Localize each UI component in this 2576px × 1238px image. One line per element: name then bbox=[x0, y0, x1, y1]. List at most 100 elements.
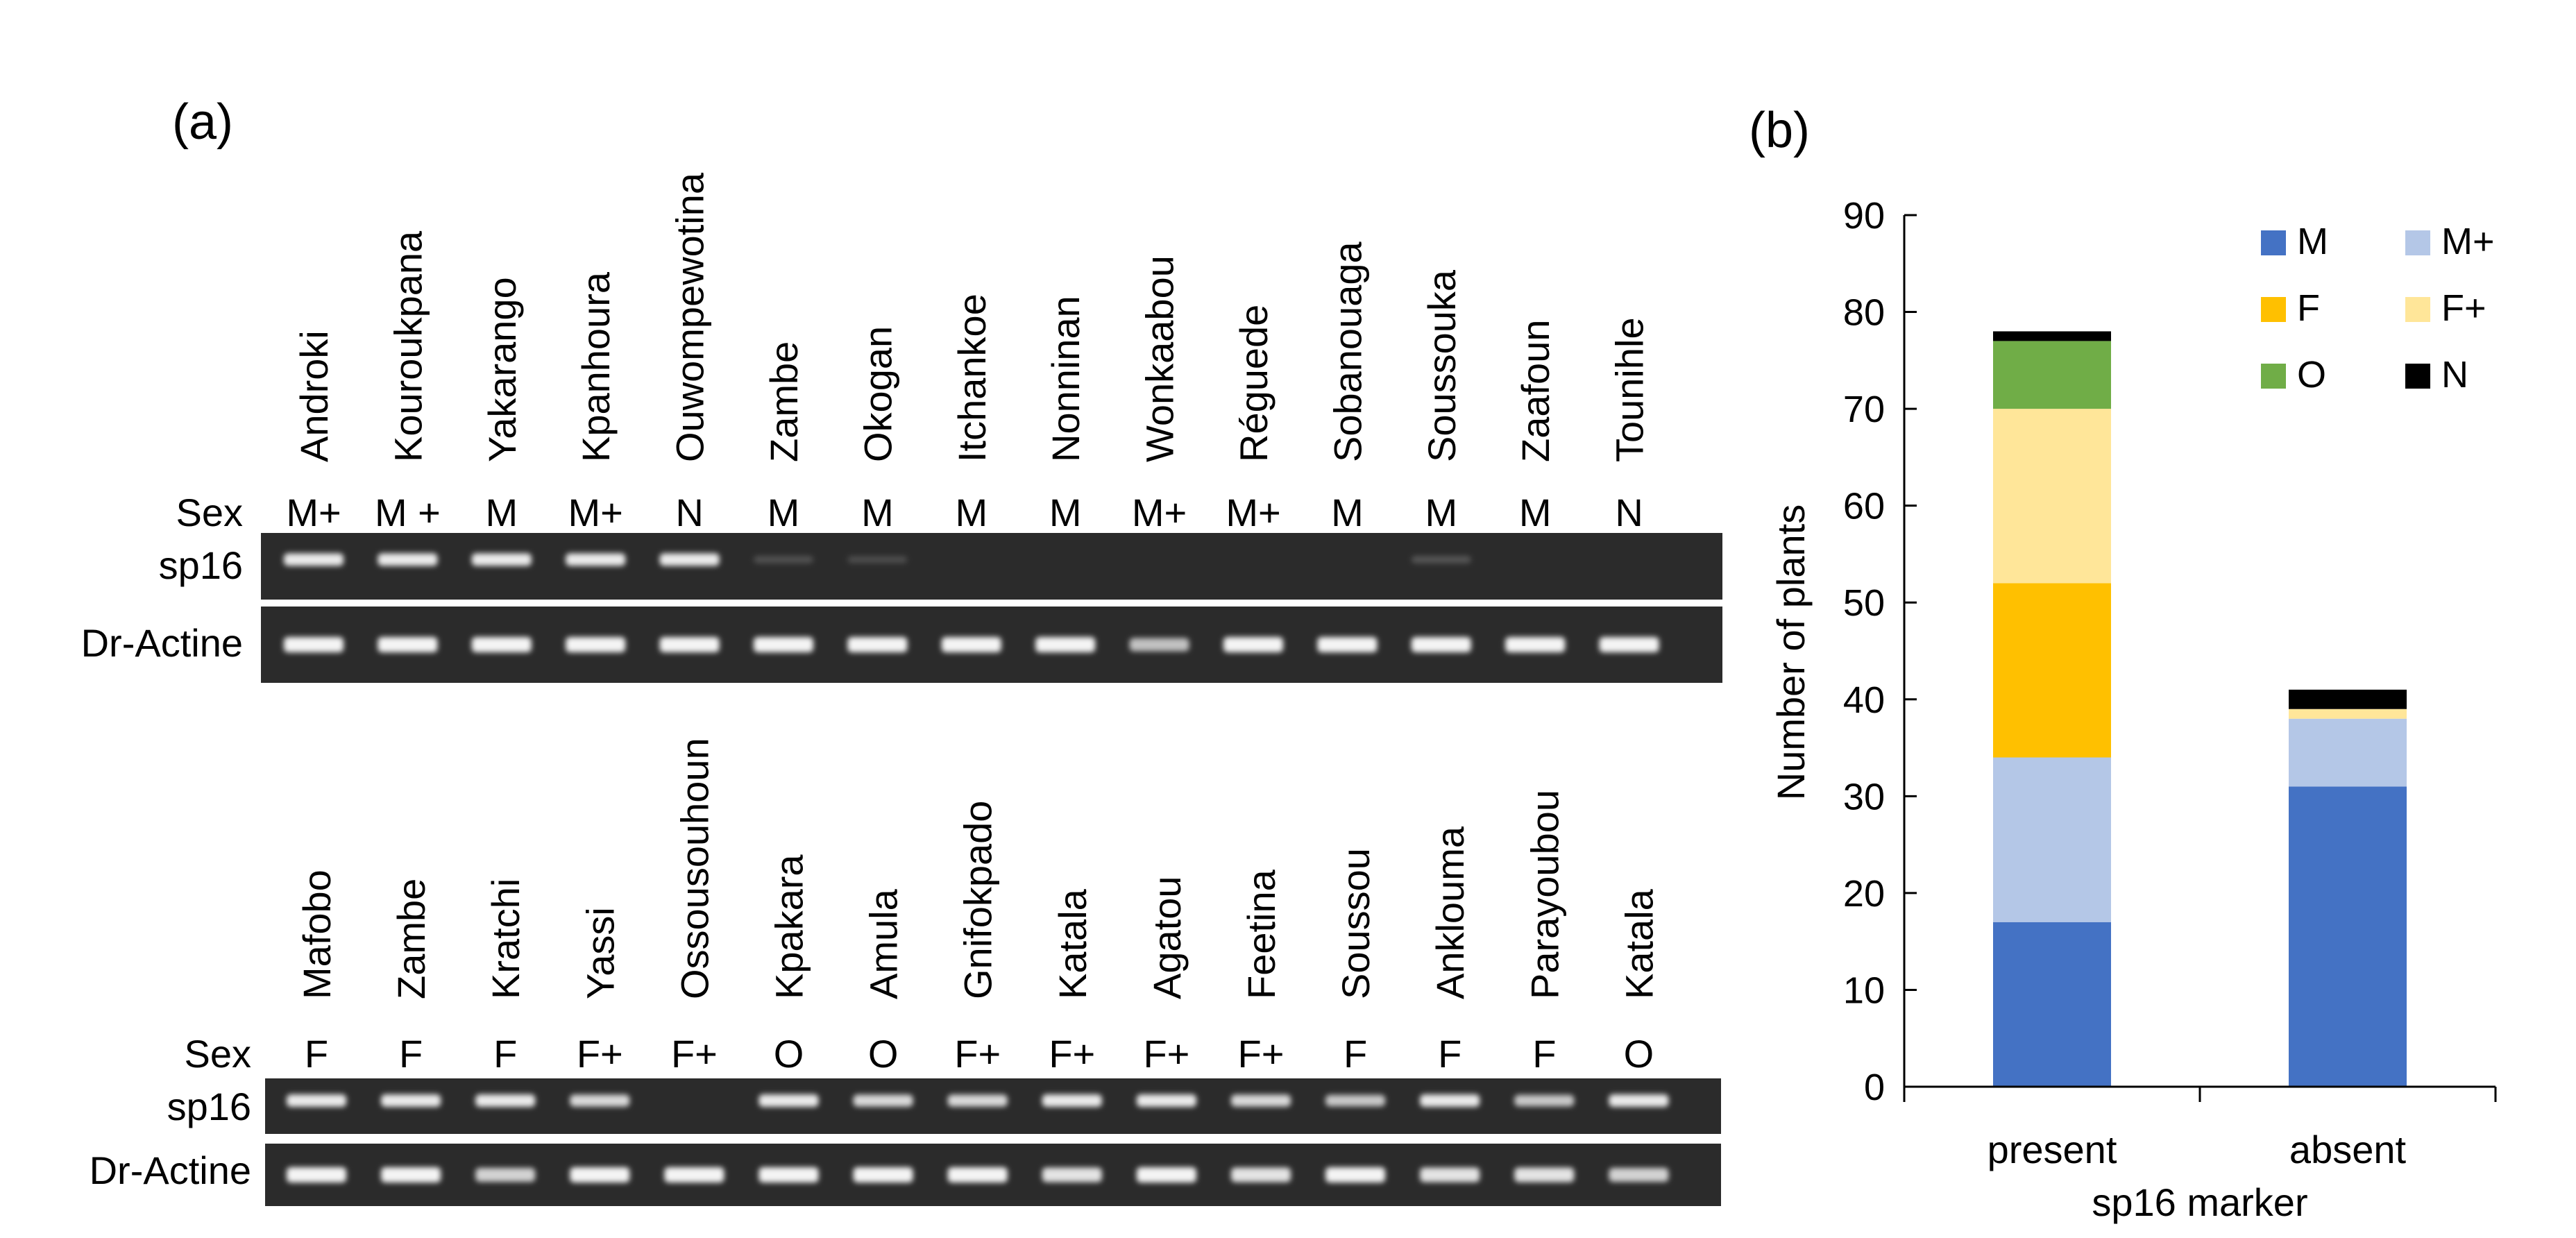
bar-segment bbox=[2289, 689, 2407, 709]
sample-name: Mafobo bbox=[295, 870, 339, 999]
actin-band bbox=[471, 637, 532, 652]
sp16-band bbox=[566, 553, 626, 566]
legend-swatch bbox=[2261, 297, 2286, 322]
sample-sex: F bbox=[1532, 1032, 1556, 1076]
y-axis-title: Number of plants bbox=[1769, 504, 1813, 800]
stacked-bar-chart: 0 10 20 30 40 50 60 70 80 90 present absent M M+ F F+ O… bbox=[1769, 195, 2497, 1224]
sample-name: Wonkaabou bbox=[1138, 255, 1182, 462]
sample-sex: M bbox=[768, 491, 800, 534]
sp16-band bbox=[1420, 1094, 1480, 1107]
sample-sex: O bbox=[774, 1032, 804, 1076]
legend-label: N bbox=[2441, 354, 2468, 396]
bar-segment bbox=[2289, 709, 2407, 719]
actin-band bbox=[284, 637, 344, 652]
sp16-band bbox=[570, 1094, 630, 1107]
sp16-row-label: sp16 bbox=[167, 1085, 251, 1128]
sp16-band bbox=[1042, 1094, 1102, 1107]
sample-name: Ouwompewotina bbox=[668, 172, 712, 462]
actin-band bbox=[659, 637, 720, 652]
sample-name: Zambe bbox=[762, 341, 806, 462]
y-tick-label: 50 bbox=[1843, 582, 1885, 624]
bar-segment bbox=[2289, 718, 2407, 787]
sample-sex: M bbox=[955, 491, 988, 534]
legend-swatch bbox=[2261, 230, 2286, 255]
bar-marks bbox=[1993, 331, 2407, 1087]
y-tick-label: 30 bbox=[1843, 776, 1885, 817]
x-tick-label: present bbox=[1988, 1128, 2117, 1171]
actin-band bbox=[475, 1168, 536, 1182]
sp16-band bbox=[287, 1094, 346, 1107]
actin-band bbox=[381, 1167, 441, 1182]
sample-sex: F+ bbox=[671, 1032, 718, 1076]
legend-label: F+ bbox=[2441, 287, 2486, 329]
sample-name: Tounihle bbox=[1608, 317, 1652, 462]
legend-label: M+ bbox=[2441, 221, 2495, 262]
y-tick-label: 40 bbox=[1843, 679, 1885, 721]
sample-name: Parayoubou bbox=[1523, 790, 1566, 999]
bar-segment bbox=[1993, 922, 2111, 1087]
sp16-band bbox=[378, 553, 438, 566]
actin-band bbox=[664, 1167, 724, 1182]
sample-sex: F+ bbox=[954, 1032, 1001, 1076]
sample-sex: F+ bbox=[1049, 1032, 1095, 1076]
sample-name: Anklouma bbox=[1428, 826, 1472, 999]
sp16-band bbox=[1136, 1094, 1196, 1107]
sample-name: Yakarango bbox=[480, 277, 524, 462]
sample-name: Soussou bbox=[1334, 848, 1378, 999]
sample-sex: F bbox=[305, 1032, 328, 1076]
sample-name: Nonninan bbox=[1044, 296, 1087, 462]
bar-segment bbox=[1993, 341, 2111, 409]
sample-sex: F+ bbox=[1238, 1032, 1285, 1076]
sp16-band bbox=[754, 556, 813, 563]
actin-band bbox=[570, 1167, 630, 1182]
sp16-band bbox=[659, 553, 720, 566]
sample-name: Amula bbox=[862, 888, 906, 999]
sample-name: Kouroukpana bbox=[386, 230, 430, 462]
sample-sex: O bbox=[868, 1032, 899, 1076]
sample-name: Zambe bbox=[389, 879, 433, 999]
panel-b-label: (b) bbox=[1749, 103, 1810, 158]
sample-sex: F+ bbox=[577, 1032, 623, 1076]
actin-band bbox=[947, 1167, 1008, 1182]
sex-row-label: Sex bbox=[176, 491, 244, 534]
legend-label: O bbox=[2297, 354, 2326, 396]
sp16-band bbox=[1325, 1094, 1386, 1107]
actin-band bbox=[754, 637, 813, 652]
bar-segment bbox=[2289, 786, 2407, 1087]
actin-band bbox=[941, 637, 1001, 652]
sp16-band bbox=[475, 1094, 536, 1107]
sample-sex: M bbox=[485, 491, 518, 534]
sample-sex: M bbox=[1049, 491, 1082, 534]
sample-name: Katala bbox=[1617, 888, 1661, 999]
sp16-band bbox=[759, 1094, 819, 1107]
sample-name: Agatou bbox=[1145, 876, 1189, 1000]
sample-sex: M bbox=[861, 491, 894, 534]
actin-band bbox=[1035, 637, 1096, 652]
actin-band bbox=[1609, 1168, 1669, 1182]
bar-segment bbox=[1993, 757, 2111, 922]
gel-1: Sex sp16 Dr-Actine Androki M+ Kouroukpana M + Y… bbox=[81, 172, 1722, 683]
sample-sex: N bbox=[1615, 491, 1643, 534]
actin-band bbox=[1325, 1167, 1386, 1182]
actin-band bbox=[1129, 638, 1189, 652]
y-tick-label: 0 bbox=[1864, 1067, 1885, 1108]
actin-band bbox=[378, 637, 438, 652]
sp16-gel-strip bbox=[261, 533, 1722, 600]
sample-sex: F+ bbox=[1143, 1032, 1189, 1076]
actin-band bbox=[1317, 637, 1378, 652]
sample-name: Sobanouaga bbox=[1325, 241, 1369, 462]
y-tick-label: 20 bbox=[1843, 873, 1885, 915]
sp16-band bbox=[1609, 1094, 1669, 1107]
y-tick-label: 70 bbox=[1843, 389, 1885, 430]
sample-sex: M bbox=[1331, 491, 1364, 534]
panel-a-label: (a) bbox=[172, 94, 233, 150]
sp16-band bbox=[853, 1094, 913, 1107]
sample-sex: M+ bbox=[1132, 491, 1187, 534]
actin-band bbox=[1420, 1167, 1480, 1182]
sp16-band bbox=[847, 556, 908, 563]
sample-sex: M+ bbox=[286, 491, 341, 534]
actin-row-label: Dr-Actine bbox=[81, 621, 243, 665]
actin-band bbox=[566, 637, 626, 652]
bar-segment bbox=[1993, 409, 2111, 584]
